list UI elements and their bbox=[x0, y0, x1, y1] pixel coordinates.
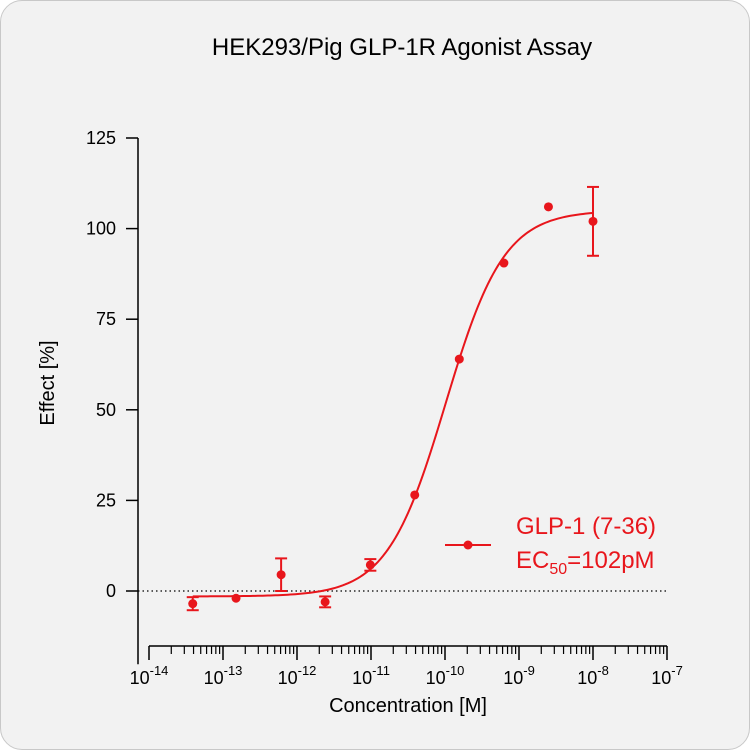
data-point bbox=[454, 354, 464, 364]
x-axis-title: Concentration [M] bbox=[329, 695, 487, 717]
x-tick-label: 10-11 bbox=[352, 663, 390, 688]
legend-ec50-value: =102pM bbox=[567, 547, 654, 574]
y-tick-label: 0 bbox=[106, 581, 116, 601]
data-point bbox=[188, 599, 198, 609]
x-tick-label: 10-14 bbox=[130, 663, 169, 688]
fit-curve bbox=[192, 211, 594, 598]
legend-ec50-prefix: EC bbox=[516, 547, 549, 574]
data-point bbox=[320, 597, 330, 607]
legend-label: GLP-1 (7-36) bbox=[516, 513, 656, 540]
x-tick-label: 10-9 bbox=[503, 663, 535, 688]
y-tick-label: 125 bbox=[86, 128, 116, 148]
x-tick-label: 10-12 bbox=[278, 663, 317, 688]
y-axis-title: Effect [%] bbox=[37, 340, 59, 425]
data-point bbox=[588, 216, 598, 226]
legend: GLP-1 (7-36) EC50=102pM bbox=[445, 513, 656, 578]
chart-title: HEK293/Pig GLP-1R Agonist Assay bbox=[212, 34, 592, 61]
y-tick-label: 25 bbox=[96, 490, 116, 510]
x-tick-label: 10-8 bbox=[577, 663, 609, 688]
data-point bbox=[410, 490, 420, 500]
x-tick-label: 10-13 bbox=[204, 663, 243, 688]
y-tick-label: 75 bbox=[96, 309, 116, 329]
y-tick-label: 50 bbox=[96, 400, 116, 420]
data-point bbox=[365, 560, 375, 570]
x-tick-label: 10-10 bbox=[426, 663, 465, 688]
legend-ec50: EC50=102pM bbox=[516, 547, 655, 578]
legend-ec50-sub: 50 bbox=[549, 561, 567, 578]
x-tick-label: 10-7 bbox=[651, 663, 683, 688]
data-point bbox=[276, 570, 286, 580]
data-point bbox=[543, 202, 553, 212]
legend-marker bbox=[463, 540, 473, 550]
y-tick-label: 100 bbox=[86, 219, 116, 239]
data-point bbox=[231, 593, 241, 603]
data-point bbox=[499, 258, 509, 268]
